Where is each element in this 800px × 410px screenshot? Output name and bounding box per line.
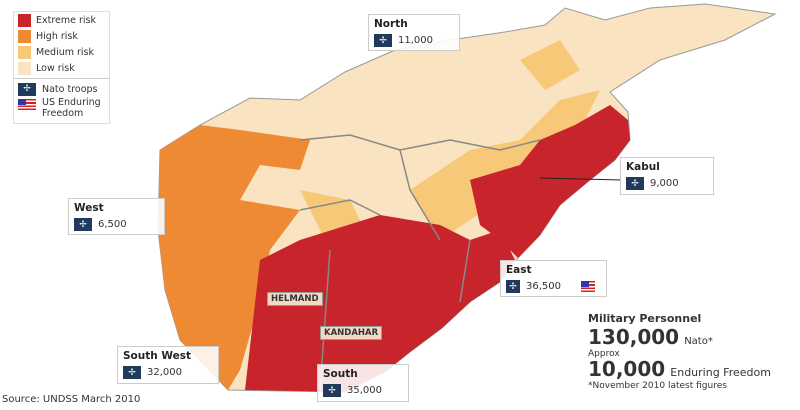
region-name: South [323, 368, 358, 380]
troop-count: 11,000 [398, 35, 433, 46]
region-south-west: South West ✢ 32,000 [117, 346, 219, 384]
nato-icon: ✢ [626, 177, 644, 190]
region-name: South West [123, 350, 191, 362]
nato-icon: ✢ [74, 218, 92, 231]
region-south: South ✢ 35,000 [317, 364, 409, 402]
military-personnel-panel: Military Personnel 130,000 Nato* Approx … [588, 312, 771, 391]
legend-label: Medium risk [36, 46, 95, 58]
region-west: West ✢ 6,500 [68, 198, 165, 235]
legend-label: High risk [36, 30, 78, 42]
zone-extreme-risk-east [470, 105, 630, 258]
legend-high: High risk [14, 28, 109, 44]
legend-medium: Medium risk [14, 44, 109, 60]
troop-count: 32,000 [147, 367, 182, 378]
troop-count: 9,000 [650, 178, 679, 189]
legend-label: Extreme risk [36, 14, 97, 26]
legend-nato: ✢ Nato troops [14, 81, 109, 97]
us-flag-icon [581, 281, 595, 292]
troop-count: 36,500 [526, 281, 561, 292]
zone-high-risk [158, 125, 310, 390]
source-note: Source: UNDSS March 2010 [2, 394, 141, 405]
troop-count: 6,500 [98, 219, 127, 230]
legend-label: US Enduring Freedom [42, 97, 101, 119]
zone-extreme-risk-south [245, 215, 515, 392]
region-east: East ✢ 36,500 [500, 260, 607, 297]
swatch [18, 61, 31, 75]
nato-icon: ✢ [18, 82, 36, 96]
swatch [18, 29, 31, 43]
nato-icon: ✢ [374, 34, 392, 47]
swatch [18, 45, 31, 59]
nato-icon: ✢ [506, 280, 520, 293]
region-name: West [74, 202, 104, 214]
region-name: North [374, 18, 408, 30]
map-legend: Extreme risk High risk Medium risk Low r… [13, 11, 110, 124]
province-helmand: HELMAND [267, 292, 323, 306]
legend-low: Low risk [14, 60, 109, 76]
ef-total: 10,000 [588, 357, 666, 381]
nato-icon: ✢ [123, 366, 141, 379]
us-flag-icon [18, 99, 36, 110]
legend-label: Nato troops [42, 83, 98, 95]
troop-count: 35,000 [347, 385, 382, 396]
region-north: North ✢ 11,000 [368, 14, 460, 51]
legend-us: US Enduring Freedom [14, 97, 109, 123]
region-kabul: Kabul ✢ 9,000 [620, 157, 714, 195]
region-boundaries [299, 134, 541, 391]
nato-total: 130,000 [588, 325, 680, 349]
nato-icon: ✢ [323, 384, 341, 397]
province-kandahar: KANDAHAR [320, 326, 383, 340]
legend-extreme: Extreme risk [14, 12, 109, 28]
region-name: East [506, 264, 532, 276]
approx-label: Approx [588, 349, 620, 359]
figures-note: *November 2010 latest figures [588, 381, 727, 391]
nato-total-label: Nato* [684, 336, 713, 347]
legend-label: Low risk [36, 62, 75, 74]
region-name: Kabul [626, 161, 660, 173]
swatch [18, 13, 31, 27]
military-title: Military Personnel [588, 312, 702, 325]
ef-total-label: Enduring Freedom [670, 366, 771, 379]
